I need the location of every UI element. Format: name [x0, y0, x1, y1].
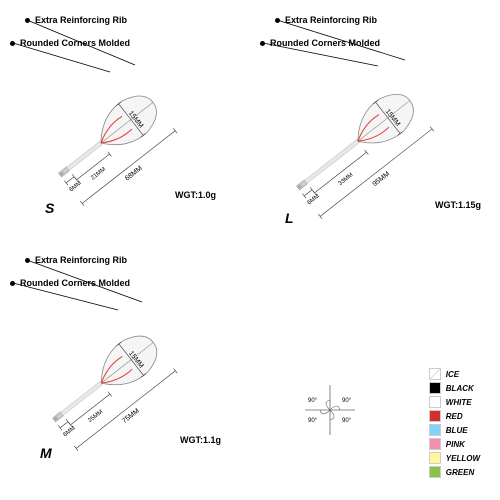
svg-text:21MM: 21MM: [90, 167, 107, 182]
svg-text:90°: 90°: [308, 398, 318, 404]
svg-text:6MM: 6MM: [307, 193, 321, 206]
weight-l: WGT:1.15g: [435, 200, 481, 210]
compass-diagram: 90° 90° 90° 90°: [300, 380, 360, 445]
svg-text:75MM: 75MM: [121, 407, 141, 425]
size-letter-l: L: [285, 210, 294, 226]
legend-label: YELLOW: [446, 454, 480, 463]
legend-item-green: GREEN: [429, 466, 480, 478]
swatch-black: [429, 382, 441, 394]
svg-text:90°: 90°: [342, 398, 352, 404]
svg-text:25MM: 25MM: [87, 409, 104, 424]
legend-label: BLACK: [446, 384, 474, 393]
legend-label: ICE: [446, 370, 459, 379]
swatch-white: [429, 396, 441, 408]
svg-text:6MM: 6MM: [69, 180, 83, 193]
swatch-yellow: [429, 452, 441, 464]
legend-label: WHITE: [446, 398, 472, 407]
size-letter-s: S: [45, 200, 54, 216]
svg-text:33MM: 33MM: [338, 172, 355, 187]
swatch-red: [429, 410, 441, 422]
svg-text:90°: 90°: [342, 418, 352, 424]
dart-panel-s: Extra Reinforcing Rib Rounded Corners Mo…: [10, 10, 250, 230]
dart-panel-l: Extra Reinforcing Rib Rounded Corners Mo…: [260, 10, 500, 230]
dart-svg-l: 15MM 6MM 33MM 95MM: [260, 10, 500, 230]
swatch-ice: [429, 368, 441, 380]
weight-s: WGT:1.0g: [175, 190, 216, 200]
weight-m: WGT:1.1g: [180, 435, 221, 445]
svg-text:68MM: 68MM: [124, 165, 144, 183]
legend-item-black: BLACK: [429, 382, 480, 394]
legend-item-ice: ICE: [429, 368, 480, 380]
color-legend: ICE BLACK WHITE RED BLUE PINK YELLOW GRE…: [429, 368, 480, 480]
svg-text:95MM: 95MM: [372, 171, 392, 189]
dart-panel-m: Extra Reinforcing Rib Rounded Corners Mo…: [10, 250, 250, 470]
legend-item-red: RED: [429, 410, 480, 422]
legend-item-pink: PINK: [429, 438, 480, 450]
legend-item-white: WHITE: [429, 396, 480, 408]
svg-text:90°: 90°: [308, 418, 318, 424]
legend-item-yellow: YELLOW: [429, 452, 480, 464]
legend-label: RED: [446, 412, 463, 421]
size-letter-m: M: [40, 445, 52, 461]
legend-label: GREEN: [446, 468, 474, 477]
swatch-pink: [429, 438, 441, 450]
legend-item-blue: BLUE: [429, 424, 480, 436]
swatch-blue: [429, 424, 441, 436]
legend-label: PINK: [446, 440, 465, 449]
svg-text:6MM: 6MM: [63, 425, 77, 438]
swatch-green: [429, 466, 441, 478]
legend-label: BLUE: [446, 426, 468, 435]
